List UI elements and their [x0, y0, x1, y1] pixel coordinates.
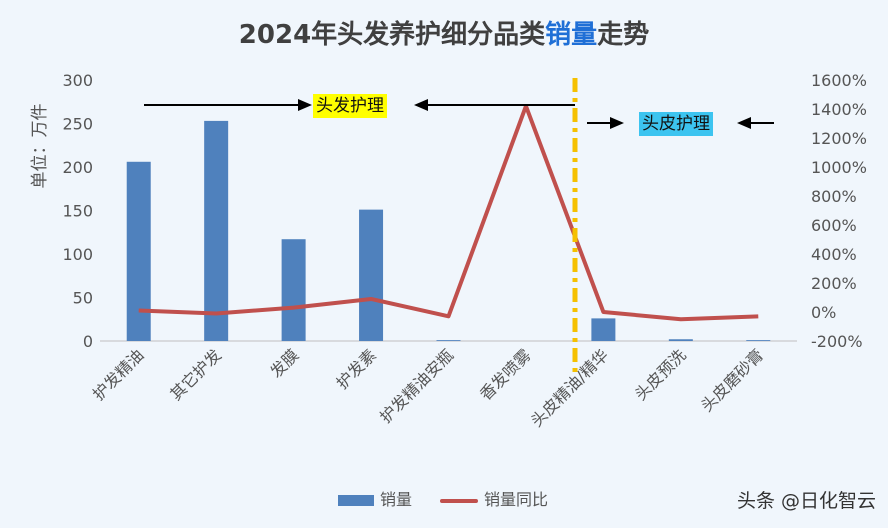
- legend-bar-swatch: [338, 495, 374, 506]
- bar: [436, 340, 461, 341]
- right-axis-ticks: -200% 0% 200% 400% 600% 800% 1000% 1200% 1400% 16…: [811, 71, 867, 351]
- right-tick-label: 1400%: [811, 100, 867, 119]
- category-label: 头皮预洗: [631, 345, 690, 404]
- annotation-scalp-care: 头皮护理: [639, 112, 713, 136]
- legend-item-bar: 销量: [338, 486, 412, 510]
- left-axis-ticks: 0 50 100 150 200 250 300: [62, 71, 93, 351]
- title-tail-text: 走势: [597, 20, 650, 50]
- category-label: 护发精油安瓶: [376, 345, 457, 426]
- title-main-text: 2024年头发养护细分品类: [238, 20, 546, 50]
- category-label: 香发喷雾: [476, 345, 535, 404]
- legend-line-label: 销量同比: [484, 490, 549, 509]
- chart-title: 2024年头发养护细分品类销量走势: [0, 14, 888, 51]
- left-tick-label: 50: [73, 289, 93, 308]
- right-tick-label: 600%: [811, 216, 857, 235]
- legend-line-swatch: [440, 498, 478, 503]
- left-tick-label: 100: [62, 245, 93, 264]
- right-tick-label: 1200%: [811, 129, 867, 148]
- y-axis-label: 单位：万件: [30, 104, 50, 189]
- arrow-head-3: [610, 117, 624, 129]
- arrow-head-1: [298, 99, 312, 111]
- right-tick-label: 200%: [811, 274, 857, 293]
- bar: [359, 209, 384, 341]
- left-tick-label: 200: [62, 158, 93, 177]
- yoy-line: [138, 104, 759, 322]
- bar: [281, 239, 306, 341]
- left-tick-label: 250: [62, 115, 93, 134]
- bar: [668, 339, 693, 341]
- right-tick-label: 1000%: [811, 158, 867, 177]
- category-label: 头皮磨砂膏: [697, 345, 767, 415]
- right-tick-label: 1600%: [811, 71, 867, 90]
- right-tick-label: 400%: [811, 245, 857, 264]
- bar-series: [126, 120, 771, 341]
- legend-item-line: 销量同比: [440, 486, 548, 510]
- annotation-hair-care: 头发护理: [313, 94, 387, 118]
- right-tick-label: 800%: [811, 187, 857, 206]
- bar: [591, 318, 616, 341]
- right-tick-label: 0%: [811, 303, 836, 322]
- category-label: 其它护发: [166, 345, 225, 404]
- category-label: 护发素: [332, 345, 379, 392]
- right-tick-label: -200%: [811, 332, 863, 351]
- legend-bar-label: 销量: [380, 490, 413, 509]
- watermark: 头条 @日化智云: [736, 490, 876, 512]
- bar: [126, 161, 151, 341]
- category-label: 发膜: [266, 345, 302, 381]
- left-tick-label: 150: [62, 202, 93, 221]
- bar: [204, 120, 229, 341]
- arrow-head-4: [737, 117, 751, 129]
- category-label: 护发精油: [89, 345, 148, 404]
- category-label: 头皮精油/精华: [527, 345, 612, 430]
- left-tick-label: 300: [62, 71, 93, 90]
- title-highlight-text: 销量: [545, 20, 598, 50]
- annotation-arrows: [144, 99, 774, 129]
- arrow-head-2: [414, 99, 428, 111]
- left-tick-label: 0: [83, 332, 93, 351]
- bar: [746, 340, 771, 341]
